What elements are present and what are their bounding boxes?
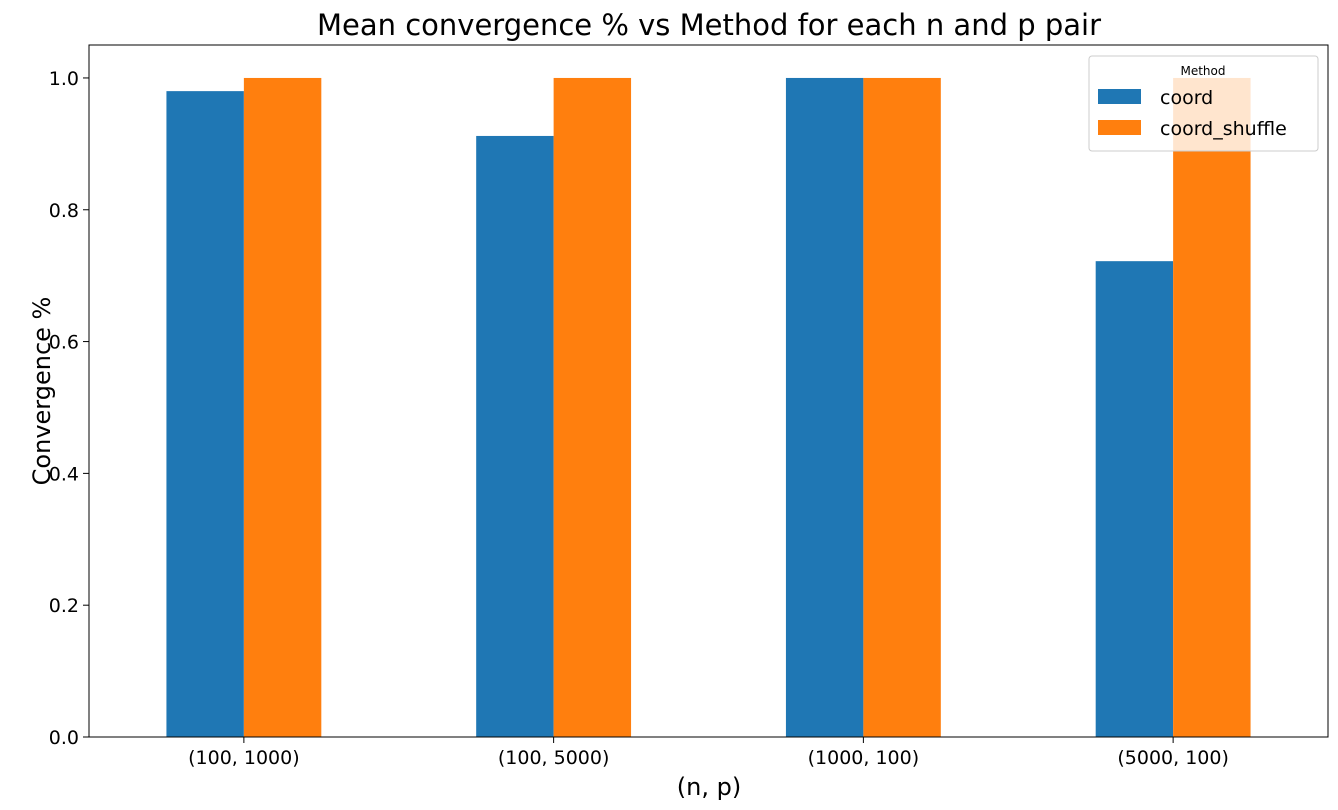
x-tick-label: (100, 5000) [498, 747, 610, 769]
chart-title: Mean convergence % vs Method for each n … [317, 8, 1101, 42]
legend-label-coord-shuffle: coord_shuffle [1160, 118, 1287, 140]
y-tick-label: 0.4 [49, 463, 79, 485]
bar-coord-1 [166, 91, 244, 738]
bar-coord-2 [476, 135, 554, 737]
bars-group [166, 77, 1251, 738]
bar-coord-shuffle-3 [863, 77, 941, 737]
bar-coord-4 [1095, 261, 1174, 737]
x-axis-label: (n, p) [677, 773, 741, 801]
x-tick-label: (100, 1000) [188, 747, 300, 769]
legend-label-coord: coord [1160, 87, 1213, 109]
y-tick-label: 1.0 [49, 68, 79, 90]
x-tick-label: (5000, 100) [1117, 747, 1229, 769]
y-axis: 0.0 0.2 0.4 0.6 0.8 1.0 [49, 68, 89, 749]
legend-swatch-coord [1098, 89, 1141, 104]
legend: Method coord coord_shuffle [1088, 55, 1319, 152]
bar-coord-shuffle-1 [243, 77, 322, 737]
y-tick-label: 0.0 [49, 727, 79, 749]
legend-swatch-coord-shuffle [1098, 120, 1141, 135]
x-tick-label: (1000, 100) [808, 747, 920, 769]
y-tick-label: 0.2 [49, 595, 79, 617]
bar-coord-shuffle-4 [1173, 77, 1251, 737]
bar-coord-shuffle-2 [553, 77, 632, 737]
legend-title: Method [1180, 64, 1225, 78]
y-axis-label: Convergence % [28, 297, 56, 486]
legend-frame [1088, 55, 1319, 152]
bar-coord-3 [785, 77, 864, 737]
y-tick-label: 0.8 [49, 200, 79, 222]
y-tick-label: 0.6 [49, 332, 79, 354]
x-axis: (100, 1000) (100, 5000) (1000, 100) (5000, … [188, 737, 1229, 769]
plot-frame [88, 44, 1329, 738]
